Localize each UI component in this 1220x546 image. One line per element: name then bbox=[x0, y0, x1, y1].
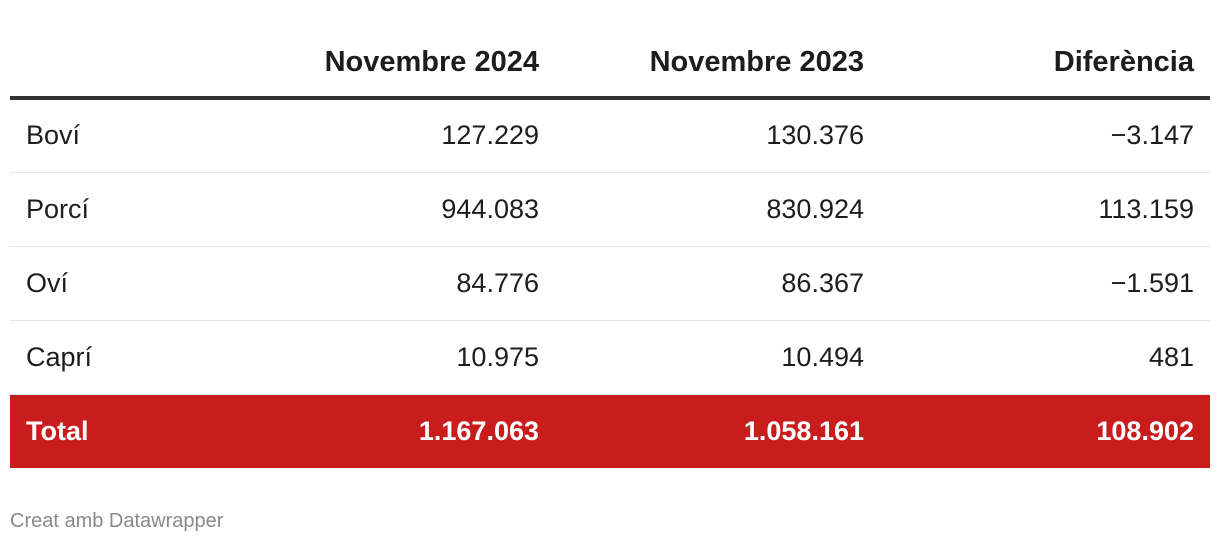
row-label: Boví bbox=[10, 98, 230, 173]
header-cell-category bbox=[10, 28, 230, 100]
cell-difference: −3.147 bbox=[880, 98, 1210, 173]
table-row: Oví 84.776 86.367 −1.591 bbox=[10, 246, 1210, 321]
data-table-container: Novembre 2024 Novembre 2023 Diferència B… bbox=[10, 28, 1210, 468]
cell-nov-2024: 84.776 bbox=[230, 246, 555, 321]
total-difference: 108.902 bbox=[880, 394, 1210, 468]
row-label: Oví bbox=[10, 246, 230, 321]
cell-nov-2023: 830.924 bbox=[555, 172, 880, 247]
cell-nov-2023: 86.367 bbox=[555, 246, 880, 321]
total-nov-2023: 1.058.161 bbox=[555, 394, 880, 468]
data-table: Novembre 2024 Novembre 2023 Diferència B… bbox=[10, 28, 1210, 468]
cell-nov-2024: 944.083 bbox=[230, 172, 555, 247]
cell-nov-2024: 127.229 bbox=[230, 98, 555, 173]
cell-nov-2024: 10.975 bbox=[230, 320, 555, 395]
cell-difference: −1.591 bbox=[880, 246, 1210, 321]
cell-difference: 481 bbox=[880, 320, 1210, 395]
header-cell-difference: Diferència bbox=[880, 28, 1210, 100]
table-row: Porcí 944.083 830.924 113.159 bbox=[10, 172, 1210, 247]
table-row: Boví 127.229 130.376 −3.147 bbox=[10, 98, 1210, 173]
total-nov-2024: 1.167.063 bbox=[230, 394, 555, 468]
header-cell-nov-2024: Novembre 2024 bbox=[230, 28, 555, 100]
cell-difference: 113.159 bbox=[880, 172, 1210, 247]
total-label: Total bbox=[10, 394, 230, 468]
header-row: Novembre 2024 Novembre 2023 Diferència bbox=[10, 28, 1210, 100]
header-cell-nov-2023: Novembre 2023 bbox=[555, 28, 880, 100]
datawrapper-credit: Creat amb Datawrapper bbox=[10, 510, 224, 532]
total-row: Total 1.167.063 1.058.161 108.902 bbox=[10, 394, 1210, 468]
cell-nov-2023: 130.376 bbox=[555, 98, 880, 173]
cell-nov-2023: 10.494 bbox=[555, 320, 880, 395]
row-label: Porcí bbox=[10, 172, 230, 247]
row-label: Caprí bbox=[10, 320, 230, 395]
table-row: Caprí 10.975 10.494 481 bbox=[10, 320, 1210, 395]
